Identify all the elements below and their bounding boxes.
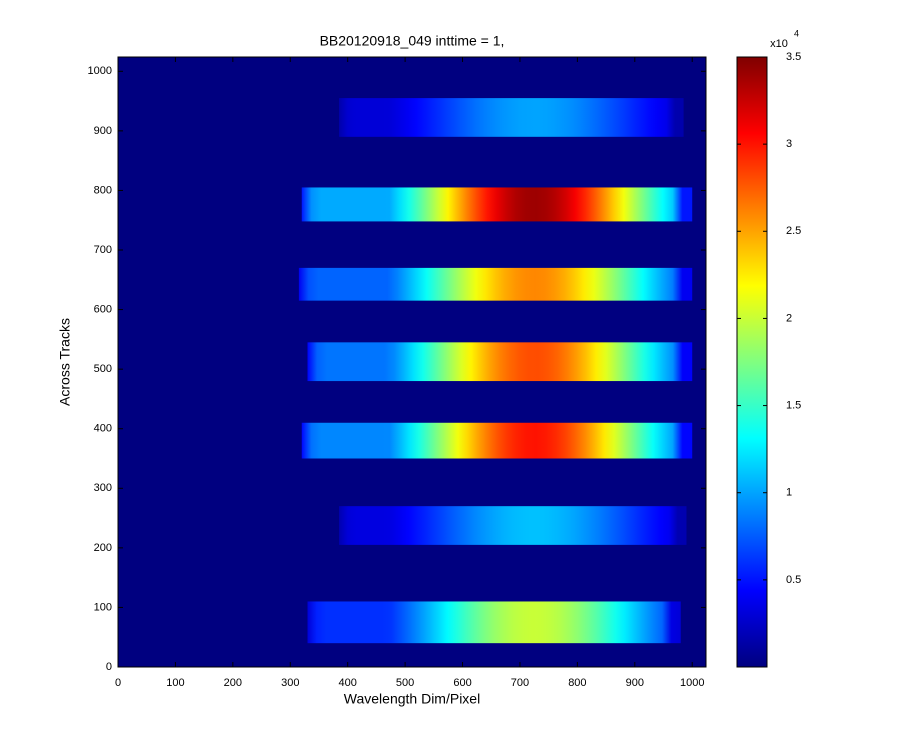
colorbar-tick-label: 3 — [786, 138, 792, 150]
track-band — [307, 601, 681, 644]
plot-frame — [117, 56, 707, 668]
y-tick-label: 200 — [94, 542, 112, 554]
track-band — [298, 267, 693, 301]
track-band — [307, 342, 693, 382]
chart-title: BB20120918_049 inttime = 1, — [320, 33, 505, 49]
track-band — [339, 98, 684, 137]
colorbar-tick-label: 1.5 — [786, 399, 801, 411]
colorbar-tick-label: 2.5 — [786, 225, 801, 237]
x-tick-label: 400 — [339, 677, 357, 689]
y-tick-label: 800 — [94, 184, 112, 196]
y-tick-label: 900 — [94, 125, 112, 137]
track-band — [301, 187, 693, 222]
y-tick-label: 100 — [94, 601, 112, 613]
y-axis-label: Across Tracks — [57, 318, 73, 406]
x-tick-label: 100 — [166, 677, 184, 689]
track-band — [301, 422, 693, 459]
colorbar-tick-label: 0.5 — [786, 574, 801, 586]
track-band — [339, 506, 687, 545]
colorbar-multiplier: x10 — [770, 38, 788, 50]
x-tick-label: 200 — [224, 677, 242, 689]
x-tick-label: 1000 — [680, 677, 704, 689]
y-tick-label: 400 — [94, 423, 112, 435]
colorbar-tick-label: 1 — [786, 487, 792, 499]
colorbar-exponent: 4 — [794, 28, 799, 38]
y-tick-label: 0 — [106, 661, 112, 673]
colorbar-tick-label: 3.5 — [786, 51, 801, 63]
x-tick-label: 0 — [115, 677, 121, 689]
colorbar-tick-label: 2 — [786, 312, 792, 324]
colorbar — [736, 56, 768, 668]
x-tick-label: 700 — [511, 677, 529, 689]
x-tick-label: 600 — [453, 677, 471, 689]
y-tick-label: 300 — [94, 482, 112, 494]
x-tick-label: 300 — [281, 677, 299, 689]
y-tick-label: 1000 — [88, 65, 112, 77]
y-tick-label: 600 — [94, 303, 112, 315]
y-tick-label: 700 — [94, 244, 112, 256]
x-tick-label: 500 — [396, 677, 414, 689]
x-tick-label: 900 — [626, 677, 644, 689]
x-tick-label: 800 — [568, 677, 586, 689]
x-axis-label: Wavelength Dim/Pixel — [344, 691, 480, 707]
y-tick-label: 500 — [94, 363, 112, 375]
